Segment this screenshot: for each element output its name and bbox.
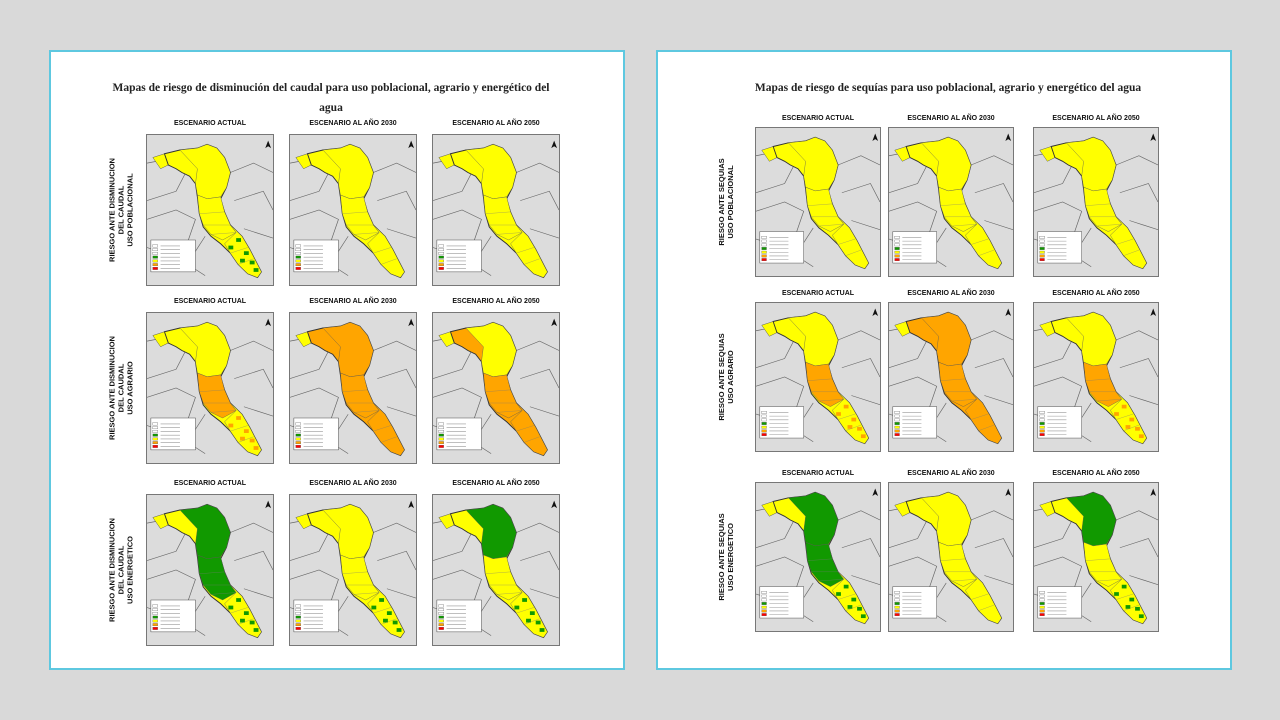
map-graphic — [147, 140, 273, 279]
scenario-heading: ESCENARIO AL AÑO 2030 — [309, 480, 397, 487]
map-graphic — [889, 133, 1013, 270]
panel-title-sequias: Mapas de riesgo de sequías para uso pobl… — [754, 82, 1142, 94]
row-label-text: RIESGO ANTE SEQUIAS USO AGRARIO — [717, 333, 735, 421]
risk-map — [888, 482, 1014, 632]
map-graphic — [1034, 133, 1158, 270]
scenario-heading: ESCENARIO ACTUAL — [781, 290, 855, 297]
risk-map — [146, 134, 274, 286]
row-label-text: RIESGO ANTE SEQUIAS USO POBLACIONAL — [717, 158, 735, 246]
risk-map — [755, 302, 881, 452]
map-graphic — [147, 500, 273, 639]
scenario-heading: ESCENARIO ACTUAL — [173, 120, 247, 127]
risk-map — [432, 134, 560, 286]
scenario-heading: ESCENARIO AL AÑO 2050 — [1052, 115, 1140, 122]
map-graphic — [290, 318, 416, 457]
scenario-heading: ESCENARIO ACTUAL — [173, 480, 247, 487]
scenario-heading: ESCENARIO AL AÑO 2050 — [452, 298, 540, 305]
panel-title-caudal: Mapas de riesgo de disminución del cauda… — [112, 82, 550, 114]
risk-map — [289, 312, 417, 464]
risk-map — [1033, 482, 1159, 632]
scenario-heading: ESCENARIO AL AÑO 2030 — [907, 115, 995, 122]
scenario-heading: ESCENARIO AL AÑO 2050 — [452, 120, 540, 127]
scenario-heading: ESCENARIO ACTUAL — [781, 115, 855, 122]
risk-map — [146, 312, 274, 464]
risk-map — [755, 482, 881, 632]
map-graphic — [756, 488, 880, 625]
risk-map — [1033, 302, 1159, 452]
map-graphic — [290, 500, 416, 639]
scenario-heading: ESCENARIO AL AÑO 2030 — [309, 298, 397, 305]
map-graphic — [756, 133, 880, 270]
risk-map — [289, 494, 417, 646]
risk-map — [1033, 127, 1159, 277]
risk-map — [755, 127, 881, 277]
map-graphic — [889, 308, 1013, 445]
risk-map — [146, 494, 274, 646]
scenario-heading: ESCENARIO ACTUAL — [781, 470, 855, 477]
row-label-text: RIESGO ANTE DISMINUCION DEL CAUDAL USO A… — [107, 336, 135, 440]
scenario-heading: ESCENARIO AL AÑO 2050 — [1052, 290, 1140, 297]
map-graphic — [889, 488, 1013, 625]
risk-map — [888, 127, 1014, 277]
map-graphic — [1034, 488, 1158, 625]
scenario-heading: ESCENARIO AL AÑO 2030 — [907, 470, 995, 477]
risk-map — [432, 312, 560, 464]
scenario-heading: ESCENARIO AL AÑO 2050 — [452, 480, 540, 487]
map-graphic — [433, 500, 559, 639]
map-graphic — [433, 140, 559, 279]
scenario-heading: ESCENARIO AL AÑO 2030 — [309, 120, 397, 127]
row-label-text: RIESGO ANTE SEQUIAS USO ENERGETICO — [717, 513, 735, 601]
scenario-heading: ESCENARIO ACTUAL — [173, 298, 247, 305]
map-graphic — [290, 140, 416, 279]
risk-map — [432, 494, 560, 646]
risk-map — [888, 302, 1014, 452]
map-graphic — [433, 318, 559, 457]
scenario-heading: ESCENARIO AL AÑO 2030 — [907, 290, 995, 297]
row-label-text: RIESGO ANTE DISMINUCION DEL CAUDAL USO E… — [107, 518, 135, 622]
map-graphic — [756, 308, 880, 445]
panel-caudal: Mapas de riesgo de disminución del cauda… — [49, 50, 625, 670]
panel-sequias: Mapas de riesgo de sequías para uso pobl… — [656, 50, 1232, 670]
scenario-heading: ESCENARIO AL AÑO 2050 — [1052, 470, 1140, 477]
map-graphic — [1034, 308, 1158, 445]
risk-map — [289, 134, 417, 286]
row-label-text: RIESGO ANTE DISMINUCION DEL CAUDAL USO P… — [107, 158, 135, 262]
map-graphic — [147, 318, 273, 457]
